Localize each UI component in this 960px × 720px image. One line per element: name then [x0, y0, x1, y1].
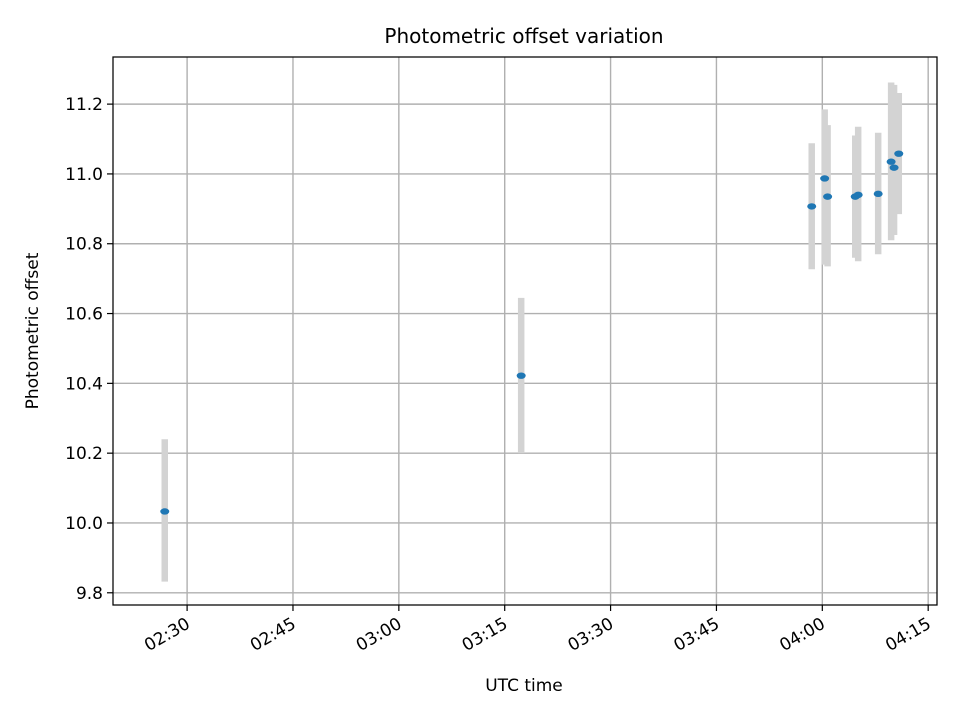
- y-tick-label: 10.8: [65, 235, 103, 255]
- data-points: [160, 150, 904, 515]
- y-tick-label: 10.6: [65, 305, 103, 325]
- y-axis-ticks: 9.8 10.0 10.2 10.4 10.6 10.8 11.0 11.2: [65, 95, 113, 604]
- data-point: [894, 150, 904, 157]
- plot-area-frame: [112, 56, 938, 606]
- data-point: [889, 164, 899, 171]
- data-point: [516, 372, 526, 379]
- y-tick-label: 9.8: [76, 584, 103, 604]
- data-point: [807, 203, 817, 210]
- data-point: [820, 175, 830, 182]
- y-axis-label: Photometric offset: [23, 252, 43, 409]
- chart-title: Photometric offset variation: [384, 24, 663, 48]
- data-point: [886, 158, 896, 165]
- y-tick-label: 11.2: [65, 95, 103, 115]
- data-point: [160, 508, 170, 515]
- y-tick-label: 11.0: [65, 165, 103, 185]
- y-tick-label: 10.4: [65, 374, 103, 394]
- data-point: [853, 191, 863, 199]
- y-tick-label: 10.2: [65, 444, 103, 464]
- x-axis-label: UTC time: [485, 676, 563, 696]
- data-point: [823, 193, 833, 200]
- grid: [113, 57, 937, 605]
- data-point: [873, 190, 883, 198]
- y-tick-label: 10.0: [65, 514, 103, 534]
